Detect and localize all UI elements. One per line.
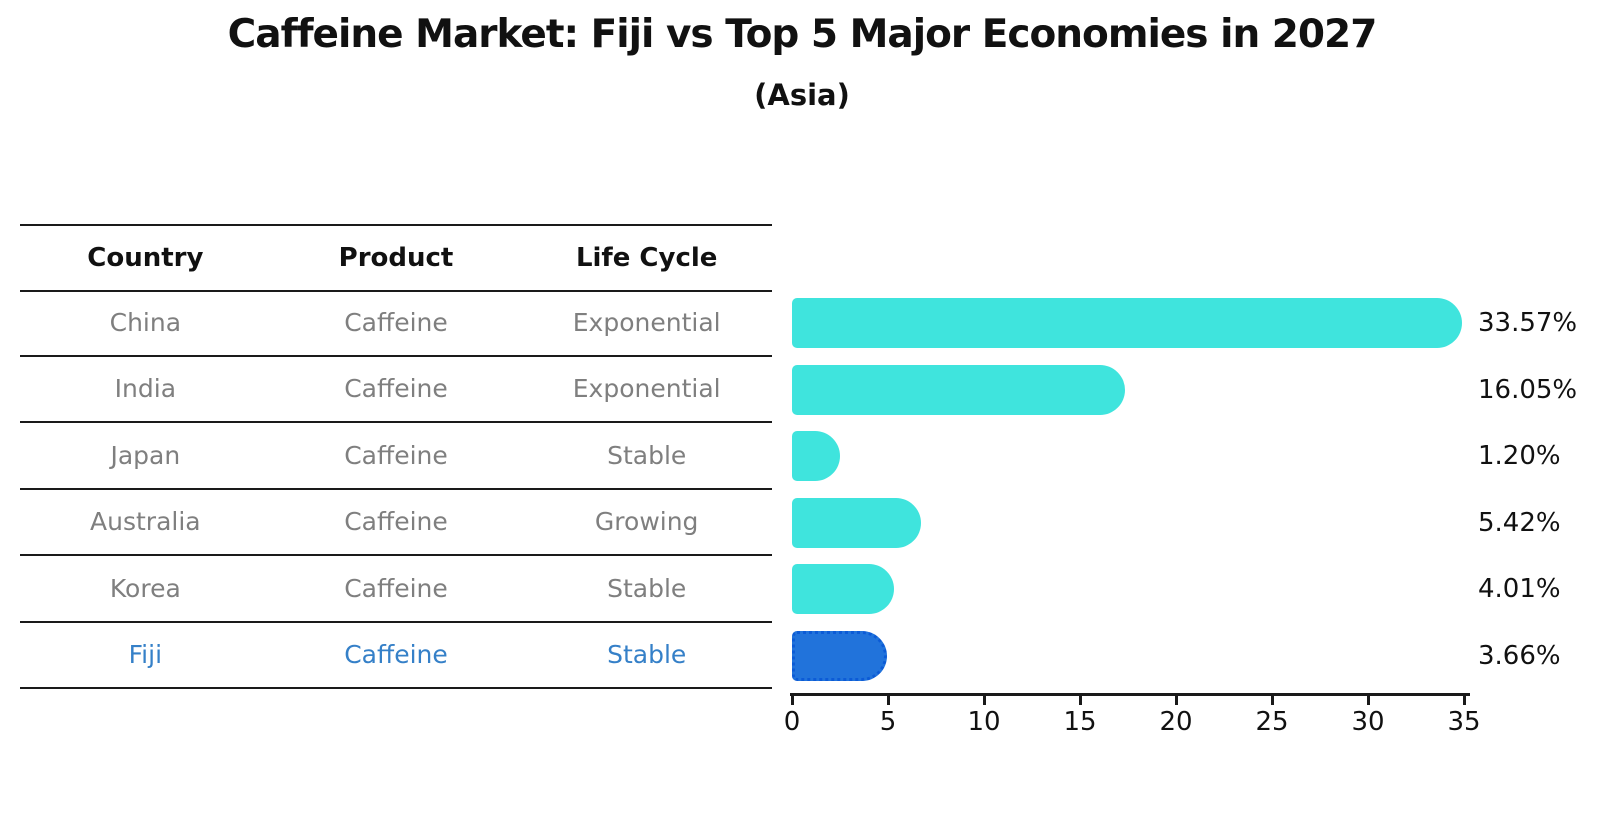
x-axis-tick (1078, 696, 1082, 705)
x-axis-tick (790, 696, 794, 705)
bar-value-label: 16.05% (1478, 374, 1578, 405)
table-cell-lifecycle: Growing (594, 507, 699, 537)
bar-value-label: 5.42% (1478, 507, 1561, 538)
bar-australia (792, 497, 922, 548)
table-row-india: India Caffeine Exponential (20, 357, 772, 423)
table-cell-lifecycle: Exponential (572, 374, 721, 404)
table-row-australia: Australia Caffeine Growing (20, 490, 772, 556)
x-axis-tick-label: 20 (1159, 707, 1193, 737)
x-axis-tick (1270, 696, 1274, 705)
table-header-lifecycle: Life Cycle (575, 243, 718, 273)
x-axis-tick-label: 35 (1447, 707, 1481, 737)
table-row-japan: Japan Caffeine Stable (20, 423, 772, 490)
table-cell-country: China (109, 307, 182, 337)
chart-subtitle: (Asia) (754, 78, 850, 112)
table-cell-product: Caffeine (344, 573, 448, 603)
x-axis-tick (886, 696, 890, 705)
x-axis-tick-label: 10 (967, 707, 1001, 737)
table-row-korea: Korea Caffeine Stable (20, 556, 772, 623)
bar-value-label: 33.57% (1478, 308, 1578, 339)
x-axis-tick-label: 5 (879, 707, 897, 737)
table-cell-lifecycle: Stable (607, 573, 687, 603)
table-cell-lifecycle: Stable (607, 640, 687, 670)
table-cell-product: Caffeine (344, 640, 448, 670)
x-axis-tick (1462, 696, 1466, 705)
bar-value-label: 4.01% (1478, 574, 1561, 605)
bar-value-label: 1.20% (1478, 441, 1561, 472)
table-row-fiji: Fiji Caffeine Stable (20, 623, 772, 689)
x-axis-tick-label: 15 (1063, 707, 1097, 737)
table-cell-country: Australia (90, 507, 201, 537)
bar-india (792, 364, 1126, 415)
bar-china (792, 298, 1462, 349)
table-cell-country: Japan (110, 440, 181, 470)
x-axis-tick (1366, 696, 1370, 705)
x-axis-tick-label: 25 (1255, 707, 1289, 737)
table-cell-lifecycle: Exponential (572, 307, 721, 337)
table-cell-lifecycle: Stable (607, 440, 687, 470)
table-row-china: China Caffeine Exponential (20, 290, 772, 357)
table-cell-country: Fiji (128, 640, 163, 670)
table-cell-country: India (114, 374, 177, 404)
bar-value-label: 3.66% (1478, 640, 1561, 671)
chart-title: Caffeine Market: Fiji vs Top 5 Major Eco… (227, 12, 1378, 57)
table-header-product: Product (338, 243, 454, 273)
x-axis-tick-label: 30 (1351, 707, 1385, 737)
bar-korea (792, 564, 894, 615)
table-cell-product: Caffeine (344, 307, 448, 337)
table-cell-product: Caffeine (344, 440, 448, 470)
x-axis-line (790, 693, 1470, 696)
bar-fiji (792, 630, 888, 681)
x-axis-tick (1174, 696, 1178, 705)
x-axis-tick-label: 0 (783, 707, 801, 737)
bar-japan (792, 431, 841, 482)
table-cell-product: Caffeine (344, 374, 448, 404)
table-cell-product: Caffeine (344, 507, 448, 537)
table-header-country: Country (87, 243, 204, 273)
table-header-row: Country Product Life Cycle (20, 224, 772, 292)
x-axis-tick (982, 696, 986, 705)
table-cell-country: Korea (109, 573, 181, 603)
